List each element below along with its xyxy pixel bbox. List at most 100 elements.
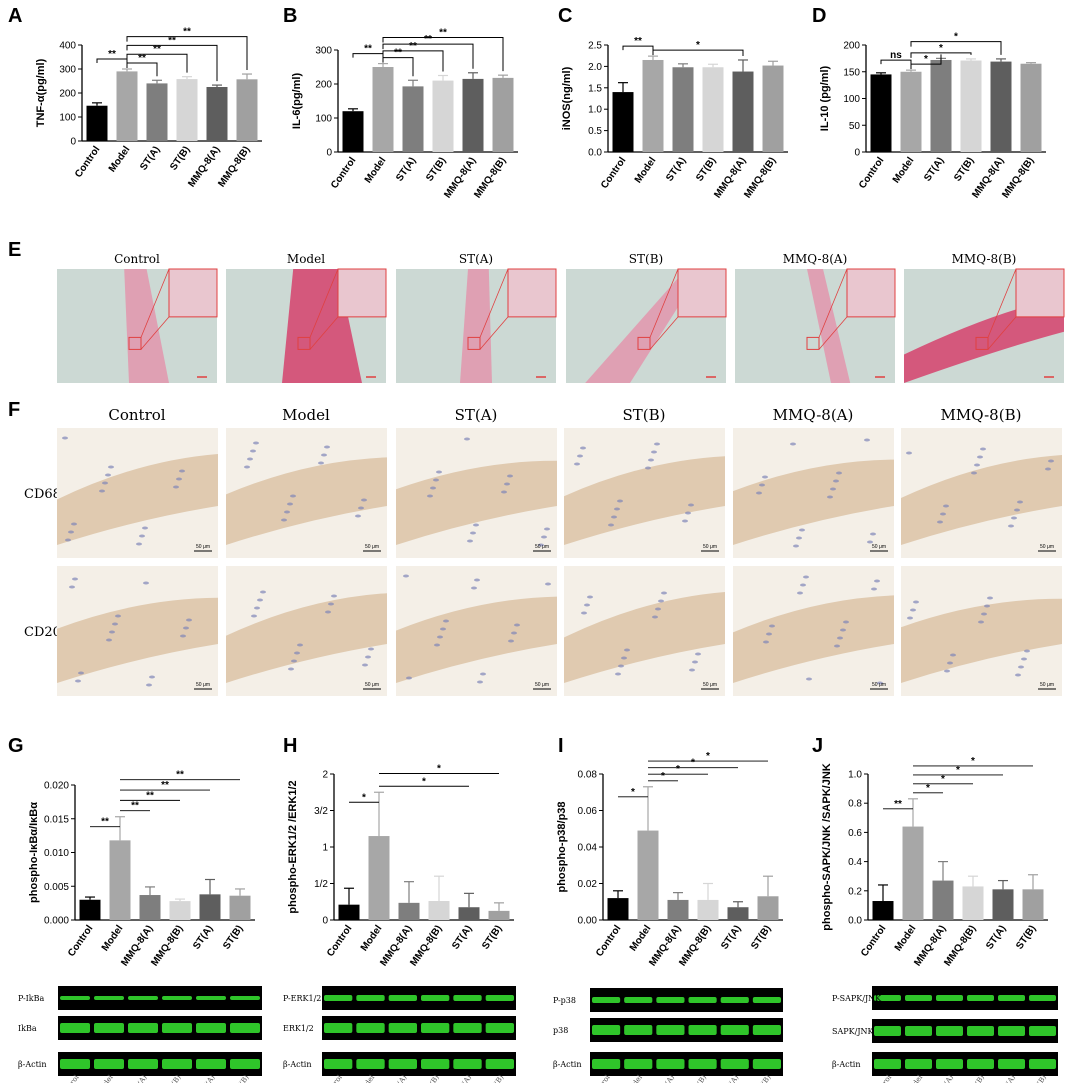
ihc-nucleus [906, 451, 912, 455]
y-tick-label: 1.0 [588, 105, 602, 116]
category-label: Model [363, 155, 389, 185]
ihc-nucleus [658, 599, 664, 603]
y-tick-label: 300 [59, 65, 76, 76]
sig-label: ** [153, 44, 161, 55]
he-zoom-line [479, 316, 509, 350]
blot-band [453, 1059, 482, 1069]
ihc-nucleus [987, 596, 993, 600]
bar [462, 78, 484, 152]
category-label: ST(A) [719, 923, 743, 951]
ihc-nucleus [937, 520, 943, 524]
he-zoom-line [309, 316, 339, 350]
ihc-nucleus [106, 638, 112, 642]
he-roi [297, 336, 311, 350]
ihc-nucleus [803, 575, 809, 579]
bar [732, 71, 754, 152]
ihc-title: ST(B) [622, 406, 665, 424]
ihc-nucleus [358, 506, 364, 510]
blot-lane-label: Control [322, 1073, 344, 1083]
ihc-nucleus [762, 475, 768, 479]
ihc-nucleus [766, 632, 772, 636]
ihc-nucleus [692, 660, 698, 664]
bar [930, 59, 952, 153]
he-tissue [460, 269, 492, 383]
ihc-nucleus [254, 606, 260, 610]
blot-band [1029, 1059, 1056, 1069]
sig-label: ** [131, 801, 139, 812]
sig-label: ** [409, 41, 417, 52]
y-tick-label: 0.4 [848, 857, 862, 868]
sig-label: ** [138, 53, 146, 64]
category-label: Model [359, 923, 385, 953]
blot-row-label: β-Actin [18, 1060, 47, 1069]
bar [432, 80, 454, 152]
he-zoom-line [140, 316, 170, 350]
blot-lane-label: Model [905, 1073, 925, 1083]
ihc-scale-label: 50 μm [196, 682, 210, 688]
ihc-nucleus [682, 519, 688, 523]
bar [458, 907, 480, 920]
ihc-nucleus [799, 528, 805, 532]
ihc-nucleus [940, 512, 946, 516]
he-tissue [807, 269, 851, 383]
ihc-nucleus [251, 614, 257, 618]
ihc-image: 50 μm [226, 566, 387, 696]
blot-lane-label: ST(B) [233, 1073, 251, 1083]
bar [428, 901, 450, 920]
ihc-nucleus [287, 502, 293, 506]
blot-lane-label: ST(A) [199, 1073, 217, 1083]
ihc-nucleus [759, 483, 765, 487]
ihc-image: 50 μm [733, 428, 894, 558]
he-inset [507, 268, 557, 318]
ihc-nucleus [136, 542, 142, 546]
ihc-nucleus [139, 534, 145, 538]
bar [146, 83, 168, 141]
blot-band [874, 1026, 901, 1036]
ihc-nucleus [769, 624, 775, 628]
ihc-nucleus [105, 473, 111, 477]
sig-label: * [422, 776, 426, 787]
ihc-nucleus [365, 655, 371, 659]
sig-label: ** [101, 817, 109, 828]
category-label: Model [107, 144, 133, 174]
blot-band [967, 1059, 994, 1069]
panel-letter-j: J [812, 735, 823, 757]
sig-label: * [924, 54, 928, 65]
category-label: Control [857, 155, 887, 191]
bar [962, 886, 984, 920]
ihc-nucleus [867, 540, 873, 544]
category-label: ST(B) [952, 155, 976, 183]
category-label: ST(B) [694, 155, 718, 183]
y-tick-label: 200 [843, 41, 860, 52]
ihc-nucleus [71, 522, 77, 526]
blot-lane-label: ST(B) [1030, 1073, 1048, 1083]
ihc-nucleus [651, 450, 657, 454]
ihc-scale-label: 50 μm [872, 682, 886, 688]
y-tick-label: 1.5 [588, 83, 602, 94]
chart-g: 0.000 0.005 0.010 0.015 0.020 phospho-IκBα/Iκ… [28, 770, 255, 968]
bar [176, 79, 198, 141]
ihc-nucleus [473, 523, 479, 527]
y-axis-label: phospho-IκBα/IκBα [28, 802, 40, 903]
bar [990, 61, 1012, 152]
ihc-scale-label: 50 μm [535, 544, 549, 550]
blot-lane-label: Control [871, 1073, 893, 1083]
he-tissue [585, 269, 702, 383]
blot-band [688, 1059, 717, 1069]
ihc-nucleus [440, 627, 446, 631]
ihc-nucleus [430, 486, 436, 490]
he-inset [677, 268, 727, 318]
category-label: ST(B) [168, 144, 192, 172]
he-zoom-line [309, 268, 339, 338]
category-label: ST(A) [138, 144, 162, 172]
he-image [904, 268, 1065, 383]
blot-band [94, 996, 124, 1000]
bar [206, 87, 228, 141]
ihc-nucleus [464, 437, 470, 441]
blot-g: P-IkBaIkBaβ-ActinControlModelMMQ-8(A)MMQ… [18, 986, 262, 1083]
bar [762, 65, 784, 152]
sig-bracket [910, 41, 1002, 55]
ihc-nucleus [545, 582, 551, 586]
blot-band [967, 995, 994, 1001]
category-label: Control [594, 923, 624, 959]
